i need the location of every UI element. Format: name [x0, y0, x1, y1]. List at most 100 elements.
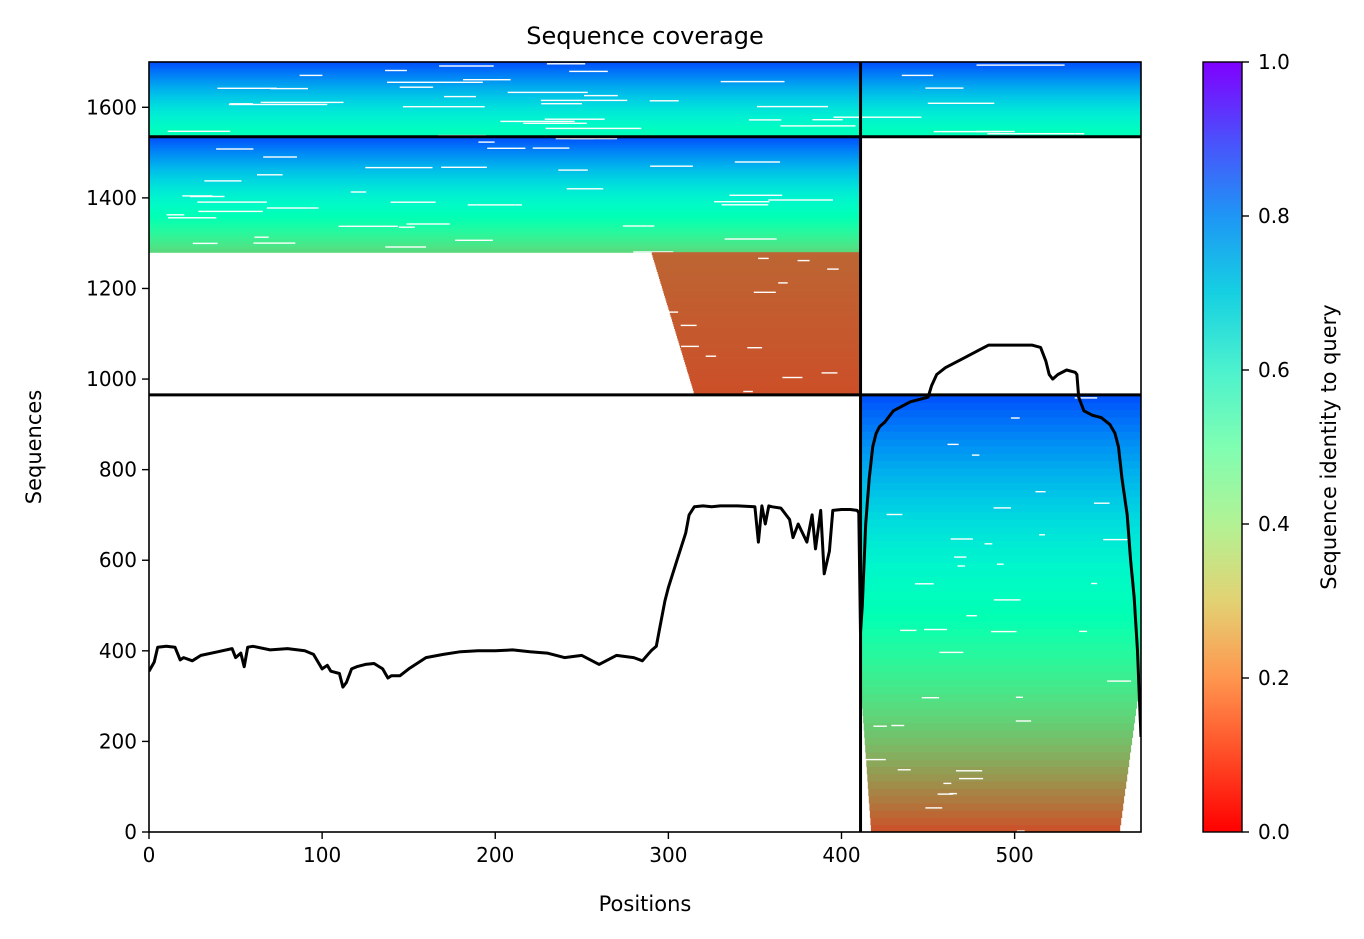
heatmap-band: [149, 246, 861, 249]
heatmap-band: [675, 330, 861, 334]
gap-streak: [266, 207, 319, 209]
y-tick-label: 1600: [86, 95, 137, 119]
gap-streak: [976, 64, 1065, 66]
gap-streak: [756, 105, 829, 108]
heatmap-band: [669, 311, 861, 315]
gap-streak: [584, 94, 618, 97]
heatmap-band: [149, 194, 861, 197]
heatmap-band: [149, 134, 1141, 136]
heatmap-band: [693, 390, 861, 394]
gap-streak: [927, 102, 995, 104]
gap-streak: [720, 80, 785, 83]
heatmap-band: [661, 285, 861, 289]
gap-streak: [523, 122, 587, 124]
heatmap-band: [149, 111, 1141, 114]
heatmap-band: [867, 773, 1128, 782]
heatmap-band: [149, 175, 861, 178]
gap-streak: [444, 95, 476, 98]
heatmap-band: [691, 383, 861, 386]
gap-streak: [778, 282, 788, 284]
heatmap-band: [149, 120, 1141, 123]
gap-streak: [546, 63, 586, 65]
heatmap-band: [149, 121, 1141, 124]
heatmap-band: [149, 152, 861, 155]
heatmap-band: [653, 259, 861, 263]
heatmap-band: [149, 104, 1141, 107]
heatmap-band: [692, 387, 861, 391]
heatmap-band: [667, 304, 861, 308]
heatmap-band: [149, 91, 1141, 94]
heatmap-band: [860, 445, 1141, 454]
colorbar-tick-label: 0.8: [1258, 204, 1290, 228]
gap-streak: [954, 556, 967, 558]
gap-streak: [1091, 582, 1098, 585]
gap-streak: [993, 599, 1021, 601]
heatmap-band: [860, 431, 1141, 440]
heatmap-band: [149, 159, 861, 163]
gap-streak: [821, 372, 838, 374]
heatmap-band: [149, 165, 861, 169]
gap-streak: [299, 74, 323, 77]
gap-streak: [873, 725, 887, 727]
heatmap-band: [860, 467, 1141, 476]
heatmap-band: [869, 802, 1124, 811]
heatmap-band: [149, 169, 861, 172]
heatmap-band: [674, 326, 861, 329]
y-tick-label: 600: [99, 548, 137, 572]
heatmap-band: [674, 328, 861, 332]
y-tick-label: 400: [99, 639, 137, 663]
heatmap-block-paired: [149, 62, 1141, 138]
gap-streak: [385, 246, 427, 248]
heatmap-band: [654, 261, 861, 265]
heatmap-band: [867, 781, 1127, 789]
heatmap-band: [658, 273, 861, 277]
gap-streak: [743, 390, 753, 393]
heatmap-band: [149, 126, 1141, 129]
gap-streak: [570, 137, 594, 140]
gap-streak: [943, 782, 952, 785]
gap-streak: [768, 199, 833, 201]
heatmap-band: [149, 90, 1141, 93]
gap-streak: [228, 103, 328, 106]
y-axis: 0 200 400 600 800 1000 1200 1400 1600: [86, 95, 149, 844]
heatmap-band: [149, 131, 1141, 134]
y-tick-label: 1000: [86, 367, 137, 391]
heatmap-band: [870, 817, 1122, 826]
heatmap-band: [149, 188, 861, 192]
gap-streak: [544, 118, 605, 120]
heatmap-band: [682, 352, 861, 356]
x-tick-label: 0: [143, 843, 156, 867]
heatmap-band: [690, 380, 861, 384]
heatmap-band: [659, 278, 861, 282]
heatmap-band: [149, 76, 1141, 79]
coverage-line: [149, 343, 1141, 737]
gap-streak: [933, 130, 1001, 133]
heatmap-band: [149, 219, 861, 222]
gap-streak: [257, 174, 283, 176]
heatmap-band: [860, 460, 1141, 469]
heatmap-band: [149, 177, 861, 180]
heatmap-band: [149, 186, 861, 190]
heatmap-band: [149, 70, 1141, 73]
y-tick-label: 1200: [86, 276, 137, 300]
heatmap-band: [149, 227, 861, 230]
heatmap-band: [149, 65, 1141, 68]
gap-streak: [780, 125, 856, 127]
gap-streak: [1035, 491, 1046, 493]
heatmap-band: [149, 192, 861, 196]
heatmap-band: [149, 100, 1141, 103]
plot-frame: [148, 61, 1142, 833]
gap-streak: [167, 217, 217, 219]
gap-streak: [925, 807, 943, 809]
heatmap-band: [860, 620, 1141, 629]
gap-streak: [350, 191, 367, 193]
heatmap-band: [860, 526, 1141, 534]
heatmap-band: [149, 88, 1141, 90]
heatmap-band: [687, 371, 861, 375]
colorbar-tick-label: 0.2: [1258, 666, 1290, 690]
gap-streak: [406, 223, 450, 225]
heatmap-band: [149, 163, 861, 167]
heatmap-band: [149, 215, 861, 219]
heatmap-band: [149, 236, 861, 240]
heatmap-band: [672, 321, 861, 325]
